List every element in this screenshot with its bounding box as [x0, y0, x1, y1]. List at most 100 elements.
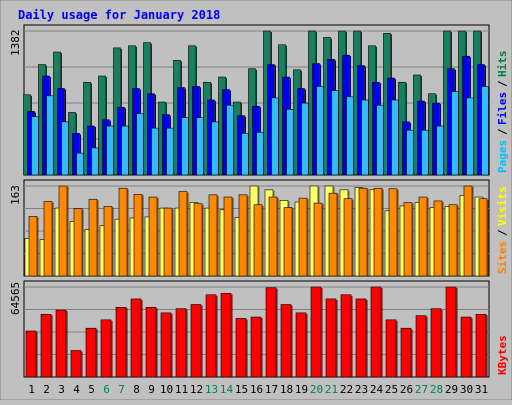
- legend-visits: Visits: [496, 186, 509, 226]
- bar-pages-day-30: [466, 97, 474, 176]
- bar-kbytes-day-16: [250, 316, 262, 378]
- bar-pages-day-8: [136, 113, 144, 176]
- x-tick-label-day-17: 17: [265, 383, 278, 396]
- bar-sites-day-13: [208, 194, 218, 277]
- bar-pages-day-22: [346, 96, 354, 176]
- panel-hits-files-pages-ymax-label: 1382: [9, 30, 22, 57]
- bar-sites-day-18: [283, 207, 293, 277]
- x-tick-label-day-11: 11: [175, 383, 188, 396]
- bar-sites-day-31: [478, 198, 488, 277]
- x-tick-label-day-3: 3: [58, 383, 65, 396]
- legend-hits: Hits: [496, 51, 509, 78]
- bar-pages-day-1: [31, 116, 39, 176]
- bar-kbytes-day-26: [400, 327, 412, 378]
- x-tick-label-day-1: 1: [28, 383, 35, 396]
- x-tick-label-day-18: 18: [280, 383, 293, 396]
- bar-sites-day-10: [163, 207, 173, 277]
- x-tick-label-day-12: 12: [190, 383, 203, 396]
- bar-sites-day-12: [193, 203, 203, 277]
- bar-sites-day-22: [343, 198, 353, 277]
- bar-sites-day-11: [178, 191, 188, 277]
- bar-pages-day-5: [91, 147, 99, 176]
- x-tick-label-day-19: 19: [295, 383, 308, 396]
- bar-kbytes-day-5: [85, 327, 97, 378]
- x-tick-label-day-30: 30: [460, 383, 473, 396]
- x-tick-label-day-15: 15: [235, 383, 248, 396]
- bar-pages-day-12: [196, 117, 204, 176]
- bar-kbytes-day-19: [295, 312, 307, 378]
- bar-pages-day-31: [481, 86, 489, 176]
- legend-separator: /: [496, 80, 509, 87]
- x-tick-label-day-24: 24: [370, 383, 384, 396]
- x-tick-label-day-10: 10: [160, 383, 173, 396]
- x-tick-label-day-29: 29: [445, 383, 458, 396]
- bar-sites-day-4: [73, 208, 83, 277]
- bar-sites-day-24: [373, 187, 383, 277]
- bar-sites-day-14: [223, 196, 233, 277]
- panel-kbytes-ymax-label: 64565: [9, 282, 22, 315]
- bar-pages-day-11: [181, 117, 189, 176]
- bar-sites-day-3: [58, 185, 68, 277]
- bar-pages-day-28: [436, 125, 444, 176]
- bar-kbytes-day-12: [190, 304, 202, 378]
- bar-kbytes-day-14: [220, 293, 232, 378]
- bar-pages-day-24: [376, 104, 384, 176]
- x-tick-label-day-14: 14: [220, 383, 234, 396]
- x-tick-label-day-13: 13: [205, 383, 218, 396]
- x-tick-label-day-27: 27: [415, 383, 428, 396]
- bar-kbytes-day-20: [310, 286, 322, 378]
- bar-pages-day-29: [451, 91, 459, 176]
- bar-sites-day-29: [448, 204, 458, 277]
- bar-sites-day-9: [148, 196, 158, 277]
- bar-pages-day-15: [241, 133, 249, 176]
- x-tick-label-day-23: 23: [355, 383, 368, 396]
- bar-pages-day-16: [256, 131, 264, 176]
- bar-kbytes-day-11: [175, 308, 187, 378]
- bar-pages-day-2: [46, 95, 54, 176]
- x-tick-label-day-31: 31: [475, 383, 488, 396]
- bar-sites-day-16: [253, 204, 263, 277]
- bar-sites-day-30: [463, 185, 473, 277]
- bar-sites-day-7: [118, 187, 128, 277]
- chart-title: Daily usage for January 2018: [18, 8, 220, 22]
- bar-kbytes-day-25: [385, 319, 397, 378]
- legend-separator: /: [496, 229, 509, 236]
- x-tick-label-day-4: 4: [73, 383, 80, 396]
- bar-pages-day-3: [61, 121, 69, 176]
- legend-separator: /: [496, 128, 509, 135]
- bar-pages-day-23: [361, 99, 369, 176]
- bar-sites-day-25: [388, 188, 398, 277]
- x-tick-label-day-16: 16: [250, 383, 263, 396]
- legend-sites: Sites: [496, 241, 509, 274]
- bar-sites-day-15: [238, 194, 248, 277]
- x-tick-label-day-8: 8: [133, 383, 140, 396]
- bar-pages-day-10: [166, 127, 174, 176]
- legend-files: Files: [496, 92, 509, 125]
- x-tick-label-day-22: 22: [340, 383, 353, 396]
- bar-sites-day-21: [328, 192, 338, 277]
- bar-pages-day-4: [76, 152, 84, 176]
- bar-kbytes-day-6: [100, 319, 112, 378]
- bar-pages-day-26: [406, 129, 414, 176]
- bar-pages-day-27: [421, 129, 429, 176]
- bar-pages-day-9: [151, 127, 159, 176]
- bar-kbytes-day-8: [130, 298, 142, 378]
- bar-kbytes-day-9: [145, 307, 157, 378]
- bar-pages-day-7: [121, 125, 129, 176]
- bar-sites-day-2: [43, 201, 53, 277]
- bar-kbytes-day-17: [265, 287, 277, 378]
- bar-kbytes-day-21: [325, 298, 337, 378]
- bar-kbytes-day-7: [115, 307, 127, 378]
- bar-kbytes-day-15: [235, 318, 247, 378]
- bar-sites-day-6: [103, 206, 113, 277]
- bar-pages-day-13: [211, 121, 219, 176]
- x-tick-label-day-2: 2: [43, 383, 50, 396]
- legend-kbytes: KBytes: [496, 335, 509, 375]
- bar-kbytes-day-4: [70, 350, 82, 378]
- bar-sites-day-8: [133, 193, 143, 277]
- bar-sites-day-17: [268, 196, 278, 277]
- legend-pages: Pages: [496, 140, 509, 173]
- x-tick-label-day-28: 28: [430, 383, 443, 396]
